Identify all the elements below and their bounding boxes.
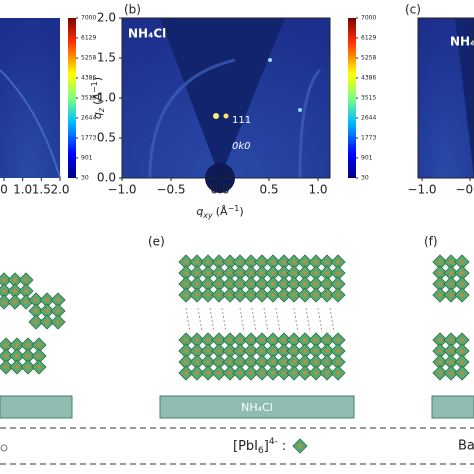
- y-axis-label: qz(Å−1): [90, 77, 106, 119]
- substrate: [159, 395, 355, 419]
- x-tick-label: 1.0: [13, 183, 32, 197]
- x-tick-label: −0.5: [455, 183, 474, 197]
- colorbar: [68, 18, 76, 178]
- octahedron: [454, 287, 470, 303]
- frame: [121, 17, 331, 179]
- x-axis-label: qxy (Å−1): [196, 204, 243, 220]
- panel-title: NH₄Cl: [128, 27, 166, 41]
- colorbar-label: 2644: [81, 115, 96, 122]
- legend-label: [PbI6]4- :: [233, 437, 286, 456]
- y-tick-label: 0.0: [97, 171, 116, 185]
- peak: [268, 58, 272, 62]
- panel-label: (c): [405, 3, 421, 17]
- frame: [417, 17, 474, 179]
- ring: [0, 69, 61, 179]
- colorbar-label: 1773: [361, 135, 376, 142]
- substrate: [431, 395, 474, 419]
- colorbar-label: 6129: [361, 35, 376, 42]
- ring: [148, 58, 322, 179]
- x-tick-label: 2.0: [50, 183, 69, 197]
- x-tick-label: 1.5: [32, 183, 51, 197]
- panel-label: (b): [124, 3, 141, 17]
- octahedron: [454, 365, 470, 381]
- x-tick-label: −1.0: [107, 183, 136, 197]
- colorbar: [348, 18, 356, 178]
- peak: [223, 113, 229, 119]
- panel-label: (e): [148, 235, 165, 249]
- peak: [298, 108, 302, 112]
- legend-icon: [292, 438, 308, 454]
- colorbar-label: 7000: [81, 15, 96, 22]
- organic-spacer: [329, 307, 335, 333]
- crystals: [0, 254, 470, 381]
- panel-label: (f): [424, 235, 438, 249]
- colorbar-label: 3515: [81, 95, 96, 102]
- missing-wedge: [455, 18, 474, 178]
- colorbar-label: 2644: [361, 115, 376, 122]
- octahedron: [31, 359, 47, 375]
- annotation: 111: [232, 115, 251, 126]
- organic-spacer: [317, 307, 323, 333]
- x-tick-label: −0.5: [156, 183, 185, 197]
- colorbar-label: 901: [81, 155, 93, 162]
- octahedron: [330, 287, 346, 303]
- annotation: 0k0: [232, 141, 251, 152]
- organic-spacer: [209, 307, 215, 333]
- colorbar-label: 1773: [81, 135, 96, 142]
- organic-spacer: [293, 307, 299, 333]
- legend-icon: [0, 444, 8, 452]
- y-tick-label: 1.0: [97, 91, 116, 105]
- octahedron: [50, 314, 66, 330]
- colorbar-label: 4386: [81, 75, 96, 82]
- legend-label: Ba: [458, 439, 474, 454]
- peak: [213, 113, 219, 119]
- colorbar-label: 5258: [361, 55, 376, 62]
- x-tick-label: 0.5: [259, 183, 278, 197]
- organic-spacer: [185, 307, 191, 333]
- y-tick-label: 2.0: [97, 11, 116, 25]
- colorbar-label: 7000: [361, 15, 376, 22]
- organic-spacer: [305, 307, 311, 333]
- y-tick-label: 1.5: [97, 51, 116, 65]
- colorbar-label: 3515: [361, 95, 376, 102]
- organic-spacer: [275, 307, 281, 333]
- x-tick-label: 1.0: [308, 183, 327, 197]
- colorbar-label: 901: [361, 155, 373, 162]
- x-tick-label: 0: [0, 183, 8, 197]
- octahedron: [330, 365, 346, 381]
- colorbar-label: 30: [361, 175, 369, 182]
- colorbar-label: 6129: [81, 35, 96, 42]
- x-tick-label: 0.0: [210, 183, 229, 197]
- panel-title: NH₄: [450, 35, 474, 49]
- organic-spacer: [251, 307, 257, 333]
- organic-spacer: [239, 307, 245, 333]
- missing-wedge: [160, 18, 285, 178]
- colorbar-label: 30: [81, 175, 89, 182]
- y-tick-label: 0.5: [97, 131, 116, 145]
- substrate-label: NH₄Cl: [241, 401, 273, 414]
- colorbar-label: 5258: [81, 55, 96, 62]
- organic-spacer: [263, 307, 269, 333]
- colorbar-label: 4386: [361, 75, 376, 82]
- organic-spacer: [221, 307, 227, 333]
- substrate: [0, 395, 73, 419]
- x-tick-label: −1.0: [407, 183, 436, 197]
- organic-spacer: [197, 307, 203, 333]
